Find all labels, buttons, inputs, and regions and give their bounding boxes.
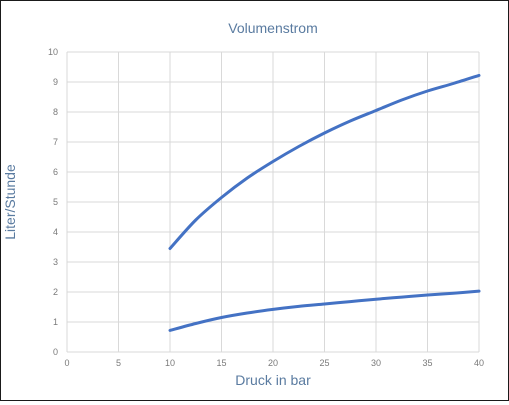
y-axis-ticks: 0 1 2 3 4 5 6 7 8 9 10 [48,47,58,357]
y-tick-label: 5 [53,197,58,207]
x-tick-label: 30 [371,358,381,368]
y-axis-title: Liter/Stunde [2,164,18,240]
x-tick-label: 40 [474,358,484,368]
x-tick-label: 5 [116,358,121,368]
y-tick-label: 2 [53,287,58,297]
y-tick-label: 6 [53,167,58,177]
x-axis-ticks: 0 5 10 15 20 25 30 35 40 [64,358,484,368]
series-line-1 [168,73,481,250]
series-group [168,73,481,332]
x-tick-label: 20 [268,358,278,368]
x-tick-label: 35 [422,358,432,368]
x-axis-title: Druck in bar [235,372,311,388]
y-tick-label: 0 [53,347,58,357]
y-tick-label: 1 [53,317,58,327]
y-tick-label: 3 [53,257,58,267]
y-tick-label: 10 [48,47,58,57]
x-tick-label: 15 [216,358,226,368]
y-tick-label: 4 [53,227,58,237]
y-tick-label: 7 [53,137,58,147]
x-tick-label: 25 [319,358,329,368]
x-tick-label: 0 [64,358,69,368]
chart-title: Volumenstrom [228,20,317,36]
series-line-2 [168,289,481,332]
y-tick-label: 8 [53,107,58,117]
grid [66,51,480,353]
x-tick-label: 10 [165,358,175,368]
y-tick-label: 9 [53,77,58,87]
